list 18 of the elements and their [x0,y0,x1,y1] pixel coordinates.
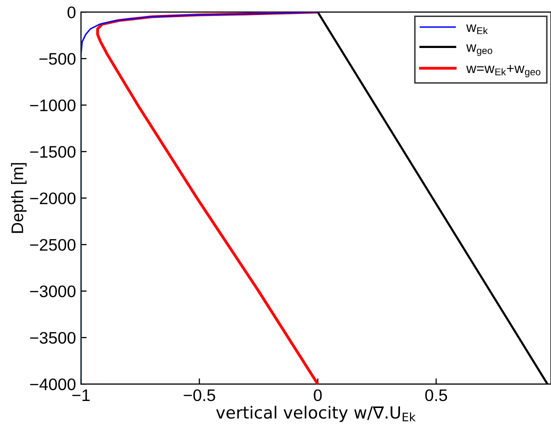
x-axis-title: vertical velocity w/∇.U$_{Ek}$ [216,406,416,422]
y-tick-label: −2500 [30,238,76,251]
legend-label: w$_{Ek}$ [466,24,488,34]
x-tick-label: 0.5 [425,389,448,402]
y-tick-label: 0 [68,6,76,18]
x-tick-label: −1 [72,390,90,401]
y-tick-label: −1000 [30,99,76,112]
y-tick-label: −3500 [30,332,76,344]
legend-label: w=w$_{Ek}$+w$_{geo}$ [466,65,540,78]
y-tick-label: −4000 [30,378,76,390]
y-tick-label: −500 [39,52,76,65]
y-tick-label: −2000 [30,192,76,204]
x-tick-label: 0 [314,389,322,402]
y-tick-label: −3000 [30,285,76,298]
x-tick-label: −0.5 [184,389,216,402]
y-tick-label: −1500 [30,146,76,158]
y-axis-title: Depth [m] [11,163,27,233]
legend-label: w$_{geo}$ [466,44,492,56]
